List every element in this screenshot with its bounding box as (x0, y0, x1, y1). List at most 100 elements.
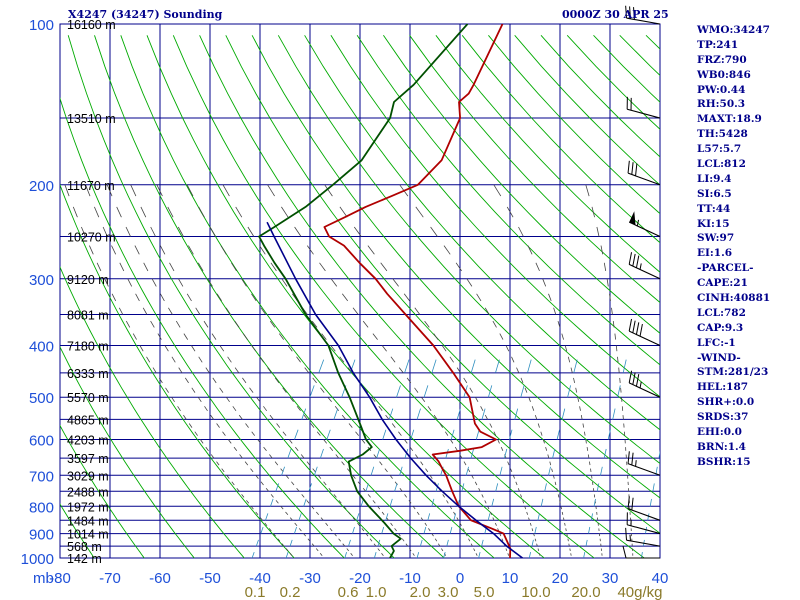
moist-adiabat-segment (618, 367, 620, 373)
moist-adiabat-segment (348, 423, 353, 428)
moist-adiabat-segment (476, 293, 482, 302)
height-label: 3029 m (67, 469, 109, 483)
wind-barb (627, 496, 661, 521)
barb-full (632, 253, 636, 267)
mixing-ratio-segment (260, 526, 264, 534)
moist-adiabat-segment (570, 367, 573, 373)
moist-adiabat-segment (263, 446, 267, 452)
moist-adiabat-segment (323, 439, 328, 444)
moist-adiabat-segment (420, 517, 424, 521)
moist-adiabat-segment (353, 226, 362, 237)
height-label: 11670 m (67, 179, 115, 193)
moist-adiabat-segment (151, 278, 157, 287)
pressure-tick-label: 900 (29, 527, 54, 544)
wind-barb (626, 512, 661, 535)
barb-full (635, 255, 640, 268)
dry-adiabat-line (67, 35, 395, 558)
moist-adiabat-segment (437, 543, 441, 547)
temperature-tick-label: 10 (502, 570, 519, 587)
moist-adiabat-segment (311, 320, 318, 328)
moist-adiabat-segment (238, 414, 243, 420)
mixing-ratio-segment (376, 448, 380, 459)
mixing-ratio-segment (371, 564, 373, 570)
moist-adiabat-segment (428, 528, 431, 532)
moist-adiabat-segment (267, 184, 275, 197)
mixing-ratio-segment (287, 448, 292, 459)
mixing-ratio-segment (314, 466, 318, 476)
moist-adiabat-segment (475, 397, 479, 402)
mixing-ratio-segment (456, 408, 461, 420)
mixing-ratio-segment (414, 564, 416, 570)
mixing-ratio-segment (588, 526, 591, 534)
moist-adiabat-segment (316, 431, 321, 436)
moist-adiabat-segment (315, 548, 319, 552)
moist-adiabat-segment (222, 431, 226, 436)
moist-adiabat-segment (244, 461, 249, 466)
moist-adiabat-segment (275, 500, 279, 504)
height-label: 1484 m (67, 514, 109, 528)
index-item: TH:5428 (697, 128, 748, 141)
moist-adiabat-segment (365, 533, 369, 537)
moist-adiabat-segment (466, 278, 473, 287)
moist-adiabat-segment (277, 538, 281, 542)
mixing-ratio-segment (481, 539, 484, 547)
index-item: LCL:782 (697, 306, 746, 319)
moist-adiabat-segment (269, 454, 273, 459)
dry-adiabat-line (409, 35, 660, 304)
dry-adiabat-line (60, 97, 345, 558)
index-item: FRZ:790 (697, 53, 747, 66)
moist-adiabat-segment (251, 431, 256, 436)
mixing-ratio-segment (431, 359, 437, 373)
moist-adiabat-segment (281, 206, 289, 218)
moist-adiabat-segment (219, 345, 225, 352)
mixing-ratio-segment (389, 498, 393, 507)
mixing-ratio-segment (622, 359, 627, 373)
moist-adiabat-segment (427, 406, 432, 412)
moist-adiabat-segment (94, 206, 100, 218)
moist-adiabat-segment (549, 461, 552, 466)
moist-adiabat-segment (462, 528, 465, 532)
index-item: LFC:-1 (697, 336, 736, 349)
barb-full (628, 252, 633, 265)
moist-adiabat-segment (539, 553, 541, 556)
moist-adiabat-segment (125, 320, 131, 328)
index-item: KI:15 (697, 217, 730, 230)
height-label: 1972 m (67, 500, 109, 514)
moist-adiabat-segment (453, 511, 456, 516)
moist-adiabat-segment (241, 494, 245, 498)
index-item: CINH:40881 (697, 292, 771, 305)
moist-adiabat-segment (439, 423, 444, 428)
moist-adiabat-segment (433, 333, 439, 340)
index-item: PW:0.44 (697, 83, 746, 96)
moist-adiabat-segment (142, 307, 148, 315)
moist-adiabat-segment (289, 396, 294, 403)
mixing-ratio-segment (487, 513, 491, 521)
moist-adiabat-segment (339, 206, 348, 218)
moist-adiabat-segment (269, 320, 276, 328)
moist-adiabat-segment (399, 487, 403, 492)
moist-adiabat-segment (329, 528, 333, 532)
moist-adiabat-segment (392, 278, 399, 287)
moist-adiabat-segment (468, 538, 471, 542)
moist-adiabat-segment (510, 468, 513, 473)
barb-full (625, 527, 628, 541)
index-item: L57:5.7 (697, 143, 742, 156)
moist-adiabat-segment (285, 548, 289, 552)
moist-adiabat-segment (600, 245, 604, 255)
moist-adiabat-segment (469, 387, 473, 393)
moist-adiabat-segment (484, 414, 488, 420)
moist-adiabat-segment (536, 543, 538, 547)
mixing-ratio-segment (301, 408, 307, 420)
height-label: 8081 m (67, 309, 109, 323)
mixing-ratio-segment (617, 385, 621, 398)
mixing-ratio-segment (607, 429, 611, 440)
mixing-ratio-segment (612, 408, 616, 420)
mixing-ratio-segment (453, 513, 457, 521)
mixing-ratio-segment (671, 385, 673, 397)
temperature-tick-label: 0 (456, 570, 464, 587)
moist-adiabat-segment (584, 431, 586, 436)
moist-adiabat-segment (255, 511, 259, 516)
moist-adiabat-segment (134, 245, 140, 255)
mixing-ratio-segment (548, 466, 551, 476)
moist-adiabat-segment (505, 548, 508, 552)
